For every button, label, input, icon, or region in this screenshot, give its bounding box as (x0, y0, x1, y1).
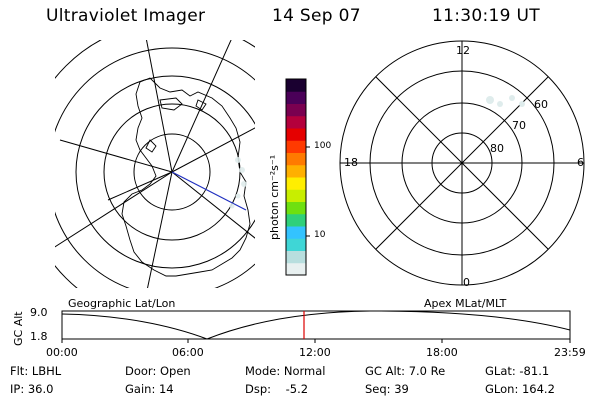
aurora-haze (229, 157, 247, 209)
meridian (55, 171, 173, 248)
door-info: Door: Open (125, 364, 191, 378)
gc-alt-info: GC Alt: 7.0 Re (365, 364, 446, 378)
lat-circle (133, 133, 211, 211)
meridian (171, 127, 255, 173)
colorbar-segment (286, 103, 306, 117)
date-label: 14 Sep 07 (272, 6, 361, 26)
colorbar-segment (286, 115, 306, 129)
colorbar-segment (286, 238, 306, 251)
colorbar-segment (286, 262, 306, 276)
colorbar (286, 79, 306, 276)
gain-info: Gain: 14 (125, 382, 174, 396)
meridian (59, 139, 173, 173)
gc-alt-ytick-bottom: 1.8 (30, 330, 48, 343)
x-tick-label-1200: 12:00 (299, 346, 331, 359)
x-tick-label-0600: 06:00 (172, 346, 204, 359)
lat-label-60: 60 (534, 98, 548, 111)
meridian (147, 171, 173, 288)
glat-info: GLat: -81.1 (485, 364, 550, 378)
mlt-label-6: 6 (577, 156, 584, 169)
time-label: 11:30:19 UT (432, 6, 540, 26)
colorbar-segment (286, 164, 306, 178)
colorbar-segment (286, 177, 306, 190)
meridian (146, 40, 173, 173)
colorbar-segment (286, 140, 306, 153)
seq-info: Seq: 39 (365, 382, 409, 396)
colorbar-label: photon cm⁻²s⁻¹ (268, 154, 281, 240)
axis-line (107, 171, 173, 201)
colorbar-tick-100: 100 (314, 141, 332, 151)
lat-circle (55, 47, 255, 288)
instrument-title: Ultraviolet Imager (46, 6, 206, 26)
polar-title: Apex MLat/MLT (424, 297, 507, 310)
polar-plot (339, 40, 585, 286)
x-tick-label-2359: 23:59 (554, 346, 586, 359)
glon-info: GLon: 164.2 (485, 382, 555, 396)
coastline (121, 77, 251, 277)
colorbar-segment (286, 79, 306, 92)
coastline (145, 139, 157, 153)
colorbar-tick-10: 10 (314, 230, 326, 240)
colorbar-segment (286, 152, 306, 166)
polar-aurora-haze (486, 95, 525, 107)
geo-map-title: Geographic Lat/Lon (68, 297, 176, 310)
colorbar-segment (286, 189, 306, 202)
colorbar-frame (285, 78, 307, 276)
lat-circle (75, 75, 255, 269)
lat-label-80: 80 (490, 142, 504, 155)
colorbar-segment (286, 226, 306, 239)
colorbar-segment (286, 201, 306, 215)
dsp-info: Dsp: -5.2 (245, 382, 309, 396)
meridian (171, 171, 255, 239)
gc-alt-ytick-top: 9.0 (30, 306, 48, 319)
coastline (195, 99, 207, 111)
colorbar-segment (286, 213, 306, 227)
mlt-label-12: 12 (456, 44, 470, 57)
mode-info: Mode: Normal (245, 364, 326, 378)
lat-label-70: 70 (512, 119, 526, 132)
ip-info: IP: 36.0 (10, 382, 54, 396)
gc-alt-curve (61, 310, 571, 340)
mlt-label-0: 0 (463, 276, 470, 289)
mlt-label-18: 18 (344, 156, 358, 169)
colorbar-segment (286, 128, 306, 141)
x-tick-label-1800: 18:00 (426, 346, 458, 359)
gc-alt-ylabel: GC Alt (12, 311, 25, 346)
colorbar-segment (286, 91, 306, 104)
colorbar-segment (286, 250, 306, 264)
geographic-map (55, 40, 255, 288)
meridian (171, 40, 232, 173)
sun-direction-line (171, 171, 247, 211)
coastline (159, 97, 183, 111)
filter-info: Flt: LBHL (10, 364, 62, 378)
x-tick-label-0000: 00:00 (46, 346, 78, 359)
gc-alt-frame (61, 310, 571, 340)
